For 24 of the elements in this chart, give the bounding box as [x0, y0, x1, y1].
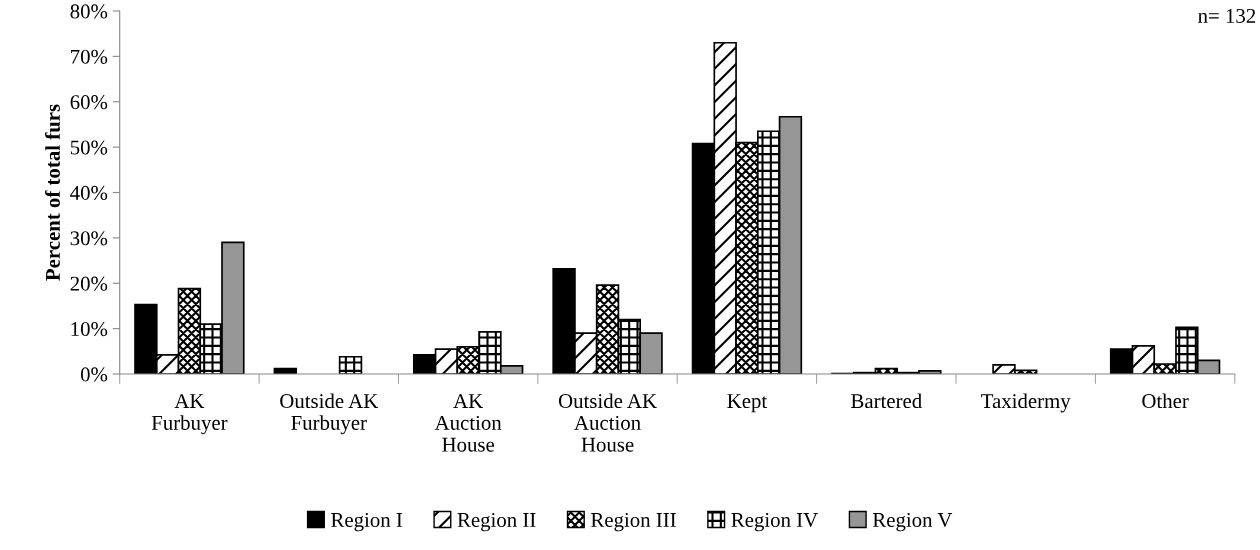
x-tick-label: Other — [1142, 393, 1189, 409]
x-tick-label: Kept — [727, 394, 768, 413]
x-tick-label: Outside AK Furbuyer — [280, 393, 379, 435]
x-tick-label: Taxidermy — [981, 393, 1071, 413]
y-tick-label: 60% — [70, 95, 108, 110]
y-tick-label: 0% — [80, 367, 108, 382]
y-tick-label: 70% — [71, 49, 108, 64]
y-tick-label: 20% — [70, 276, 108, 291]
x-tick-label: AK Auction House — [434, 394, 502, 452]
legend-label: Region II — [457, 512, 536, 532]
y-tick-label: 50% — [70, 140, 108, 155]
y-axis-title: Percent of total furs — [45, 104, 60, 281]
y-tick-label: 80% — [70, 4, 108, 19]
legend-label: Region I — [331, 512, 403, 532]
y-tick-label: 40% — [70, 185, 108, 200]
x-tick-label: AK Furbuyer — [151, 394, 228, 435]
y-tick-label: 30% — [70, 231, 108, 246]
y-tick-label: 10% — [71, 322, 108, 337]
legend-label: Region IV — [731, 512, 818, 532]
legend-label: Region III — [591, 512, 676, 532]
legend-label: Region V — [872, 512, 953, 532]
x-tick-label: Bartered — [851, 393, 922, 409]
x-tick-label: Outside AK Auction House — [558, 393, 657, 452]
annotation: n= 132 — [1198, 8, 1256, 23]
